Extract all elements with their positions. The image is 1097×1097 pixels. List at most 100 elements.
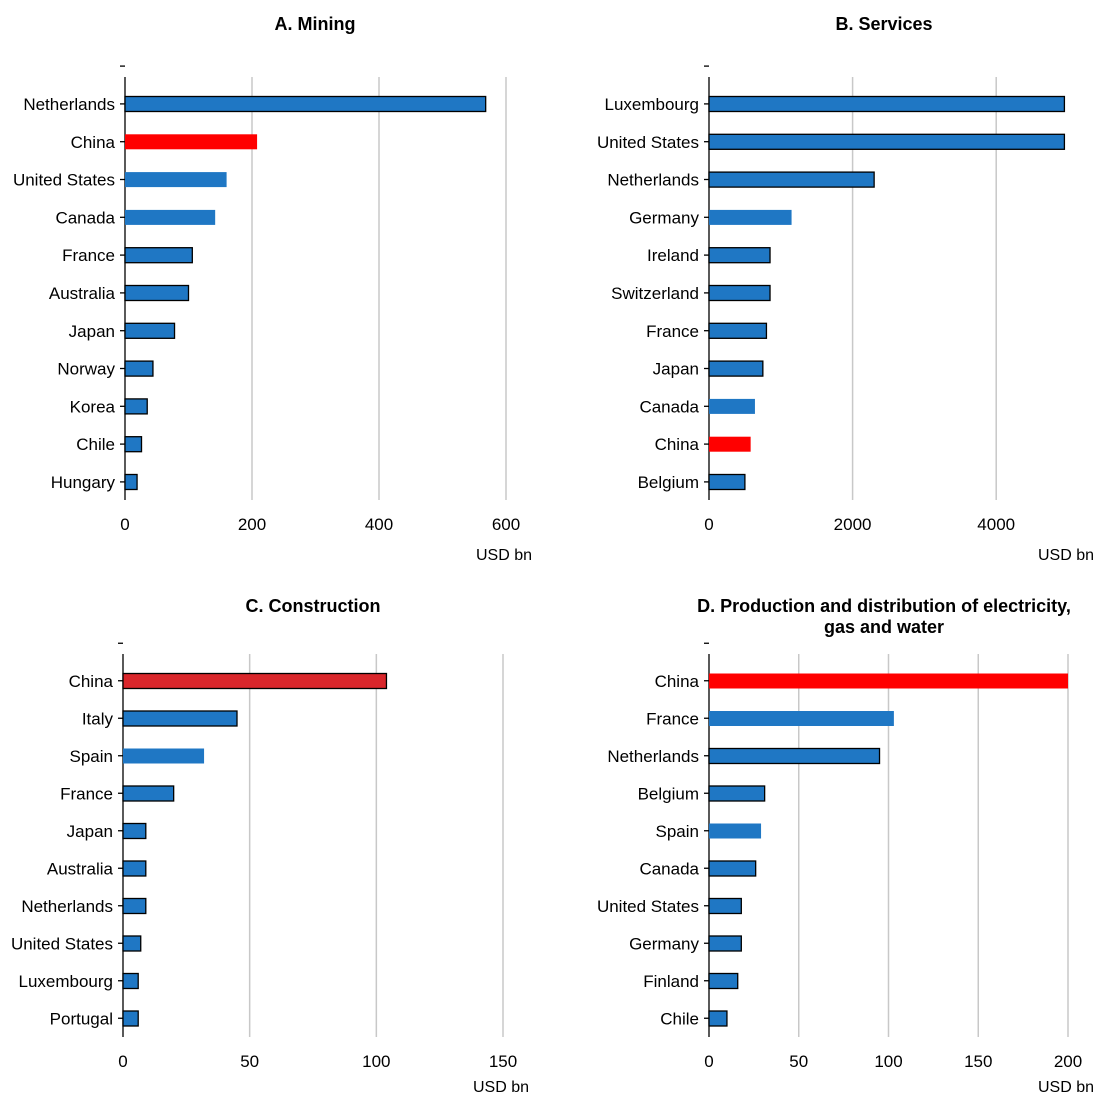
category-label: Chile	[76, 435, 115, 454]
x-axis-unit-label: USD bn	[1038, 547, 1094, 564]
bar-china	[709, 436, 751, 452]
chart-panel-3: C. Construction China Italy Spain France Japa…	[11, 596, 529, 1096]
bar-united-states	[122, 935, 142, 952]
category-label: Canada	[55, 208, 115, 227]
category-label: United States	[597, 897, 699, 916]
bar-united-states	[708, 897, 742, 915]
bar-chile	[124, 436, 143, 453]
x-tick-label: 200	[1054, 1052, 1082, 1071]
bar-netherlands	[122, 897, 147, 915]
category-label: Canada	[639, 860, 699, 879]
category-label: Netherlands	[21, 897, 113, 916]
bar-spain	[709, 823, 762, 839]
category-label: Australia	[47, 860, 114, 879]
category-label: Luxembourg	[18, 972, 113, 991]
x-tick-label: 4000	[977, 515, 1015, 534]
bar-chile	[708, 1010, 728, 1027]
bar-portugal	[122, 1010, 139, 1027]
category-label: Belgium	[638, 785, 699, 804]
category-label: France	[60, 785, 113, 804]
bar-netherlands	[708, 171, 875, 188]
x-tick-label: 0	[118, 1052, 127, 1071]
x-tick-label: 400	[365, 515, 393, 534]
bar-netherlands	[708, 747, 881, 765]
bar-japan	[124, 322, 176, 339]
category-label: Norway	[57, 360, 115, 379]
category-label: China	[69, 672, 114, 691]
chart-panel-4: D. Production and distribution of electr…	[597, 596, 1094, 1096]
bar-united-states	[708, 133, 1066, 150]
category-label: Chile	[660, 1010, 699, 1029]
category-label: United States	[11, 935, 113, 954]
category-label: Spain	[656, 822, 699, 841]
x-tick-label: 0	[704, 1052, 713, 1071]
category-label: China	[655, 435, 700, 454]
category-label: Finland	[643, 972, 699, 991]
bar-korea	[124, 398, 148, 415]
category-label: Switzerland	[611, 284, 699, 303]
category-label: Japan	[653, 360, 699, 379]
bar-finland	[708, 972, 739, 990]
x-tick-label: 100	[874, 1052, 902, 1071]
bar-germany	[708, 935, 742, 952]
category-label: Spain	[70, 747, 113, 766]
bar-australia	[122, 860, 147, 877]
category-label: Luxembourg	[604, 95, 699, 114]
chart-title: D. Production and distribution of electr…	[697, 596, 1071, 616]
chart-title: A. Mining	[275, 14, 356, 34]
x-axis-unit-label: USD bn	[473, 1079, 529, 1096]
bar-italy	[122, 710, 238, 727]
x-tick-label: 200	[238, 515, 266, 534]
x-axis-unit-label: USD bn	[1038, 1079, 1094, 1096]
x-tick-label: 0	[120, 515, 129, 534]
bar-germany	[709, 209, 792, 225]
bar-france	[708, 322, 768, 339]
bar-france	[709, 711, 894, 726]
category-label: Korea	[70, 397, 116, 416]
chart-panel-1: A. Mining Netherlands China United States Ca…	[13, 14, 532, 564]
bar-france	[124, 247, 193, 264]
bar-china	[125, 134, 258, 150]
bar-netherlands	[124, 95, 487, 113]
x-tick-label: 50	[240, 1052, 259, 1071]
x-tick-label: 100	[362, 1052, 390, 1071]
x-tick-label: 150	[964, 1052, 992, 1071]
category-label: Netherlands	[607, 171, 699, 190]
category-label: France	[646, 322, 699, 341]
bar-belgium	[708, 785, 766, 802]
bar-china	[122, 672, 388, 690]
category-label: Japan	[67, 822, 113, 841]
bar-norway	[124, 360, 154, 377]
bar-china	[709, 673, 1068, 689]
bar-japan	[122, 822, 147, 840]
bar-belgium	[708, 473, 746, 491]
bar-australia	[124, 284, 190, 302]
x-tick-label: 0	[704, 515, 713, 534]
category-label: China	[655, 672, 700, 691]
chart-title: B. Services	[835, 14, 932, 34]
category-label: Ireland	[647, 246, 699, 265]
bar-luxembourg	[708, 95, 1066, 113]
category-label: United States	[13, 171, 115, 190]
category-label: Japan	[69, 322, 115, 341]
category-label: Germany	[629, 935, 699, 954]
category-label: Netherlands	[23, 95, 115, 114]
x-tick-label: 50	[789, 1052, 808, 1071]
bar-luxembourg	[122, 972, 139, 990]
bar-canada	[125, 209, 216, 225]
chart-title: gas and water	[824, 617, 944, 637]
bar-switzerland	[708, 284, 771, 302]
bar-spain	[123, 748, 205, 764]
x-tick-label: 2000	[834, 515, 872, 534]
bar-france	[122, 785, 175, 802]
x-tick-label: 150	[489, 1052, 517, 1071]
category-label: France	[62, 246, 115, 265]
bar-japan	[708, 360, 764, 377]
bar-hungary	[124, 473, 138, 491]
bar-united-states	[125, 172, 227, 188]
category-label: Italy	[82, 710, 114, 729]
x-tick-label: 600	[492, 515, 520, 534]
bar-ireland	[708, 247, 771, 264]
category-label: Hungary	[51, 473, 116, 492]
